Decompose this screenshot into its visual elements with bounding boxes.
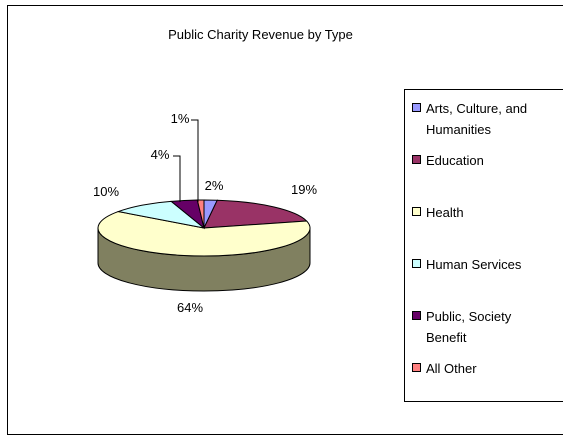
pie-slice-education <box>203 199 308 229</box>
data-label-human-services: 10% <box>93 184 119 199</box>
data-label-arts: 2% <box>205 178 224 193</box>
legend-swatch-all-other <box>412 363 421 372</box>
legend: Arts, Culture, and Humanities Education … <box>404 89 563 402</box>
data-label-public-society: 4% <box>151 147 170 162</box>
legend-label-public-society-line1: Public, Society <box>426 309 512 324</box>
legend-label-human-services: Human Services <box>426 257 522 272</box>
legend-swatch-education <box>412 155 421 164</box>
data-label-education: 19% <box>291 182 317 197</box>
legend-label-public-society-line2: Benefit <box>426 330 467 345</box>
legend-swatch-health <box>412 207 421 216</box>
legend-label-health: Health <box>426 205 464 220</box>
legend-label-arts-line2: Humanities <box>426 122 492 137</box>
legend-label-education: Education <box>426 153 484 168</box>
chart-title: Public Charity Revenue by Type <box>168 27 353 42</box>
chart-area: Public Charity Revenue by Type 2% 19% 64% 1… <box>7 5 563 435</box>
legend-label-arts-line1: Arts, Culture, and <box>426 101 528 116</box>
pie-slice-all-other <box>196 199 205 229</box>
legend-swatch-public-society <box>412 311 421 320</box>
legend-swatch-human-services <box>412 259 421 268</box>
leader-line-public-society <box>173 155 181 202</box>
legend-label-all-other: All Other <box>426 361 477 376</box>
pie-chart: 2% 19% 64% 10% 4% 1% <box>93 111 317 315</box>
legend-swatch-arts <box>412 103 421 112</box>
leader-line-all-other <box>191 119 199 202</box>
data-label-health: 64% <box>177 300 203 315</box>
pie-slice-health <box>97 211 311 257</box>
data-label-all-other: 1% <box>171 111 190 126</box>
